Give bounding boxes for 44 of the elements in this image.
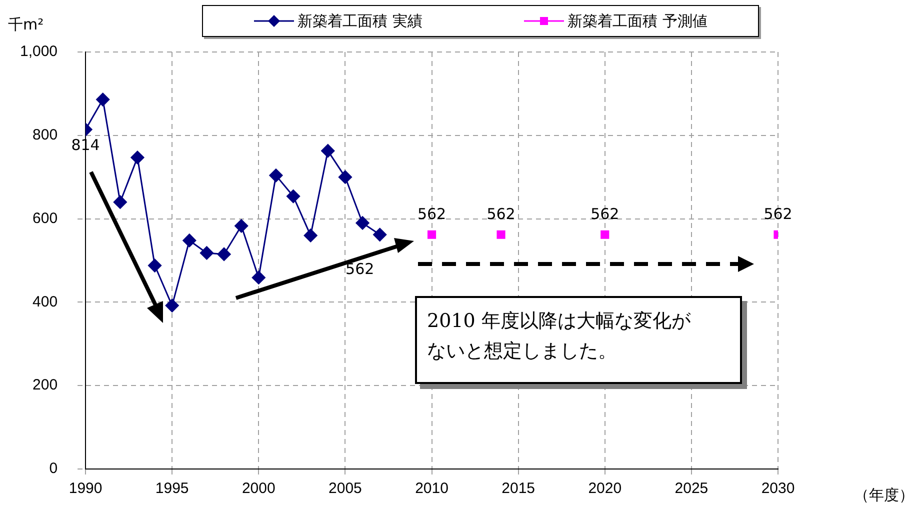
- point: [252, 270, 266, 284]
- x-tick-label: 2020: [588, 480, 622, 498]
- x-tick-label: 2030: [761, 480, 795, 498]
- point: [338, 170, 352, 184]
- y-tick-label: 1,000: [20, 43, 58, 60]
- legend-label: 新築着工面積 予測値: [568, 12, 708, 30]
- point: [269, 168, 283, 182]
- point: [234, 219, 248, 233]
- y-tick-label: 0: [49, 460, 58, 478]
- point: [182, 234, 196, 248]
- x-tick-label: 2005: [328, 480, 362, 498]
- point: [148, 258, 162, 272]
- y-tick-label: 600: [32, 210, 58, 227]
- legend-label: 新築着工面積 実績: [298, 12, 422, 30]
- point: [321, 144, 335, 158]
- x-tick-label: 2000: [242, 480, 276, 498]
- point: [113, 195, 127, 209]
- x-tick-label: 1990: [68, 480, 102, 498]
- x-axis-title: （年度）: [854, 486, 914, 504]
- point: [496, 230, 506, 239]
- data-label: 562: [764, 205, 792, 224]
- point: [286, 190, 300, 204]
- data-label: 562: [417, 205, 446, 224]
- x-tick-label: 2010: [415, 480, 448, 498]
- y-tick-label: 400: [32, 293, 58, 310]
- point: [165, 298, 179, 312]
- point: [427, 230, 436, 239]
- point: [130, 150, 144, 164]
- point: [373, 228, 387, 242]
- point: [600, 230, 610, 239]
- point: [356, 216, 370, 230]
- y-axis-title: 千m²: [8, 15, 44, 34]
- x-tick-label: 1995: [155, 480, 189, 498]
- point: [96, 92, 110, 106]
- x-tick-label: 2025: [674, 480, 708, 498]
- data-label: 562: [590, 205, 620, 224]
- point: [200, 246, 214, 260]
- point: [304, 228, 318, 242]
- x-tick-label: 2015: [502, 480, 536, 498]
- data-label: 562: [486, 205, 516, 224]
- y-tick-label: 800: [32, 126, 58, 144]
- y-tick-label: 200: [32, 376, 58, 394]
- point: [217, 247, 231, 261]
- data-label: 562: [346, 260, 374, 278]
